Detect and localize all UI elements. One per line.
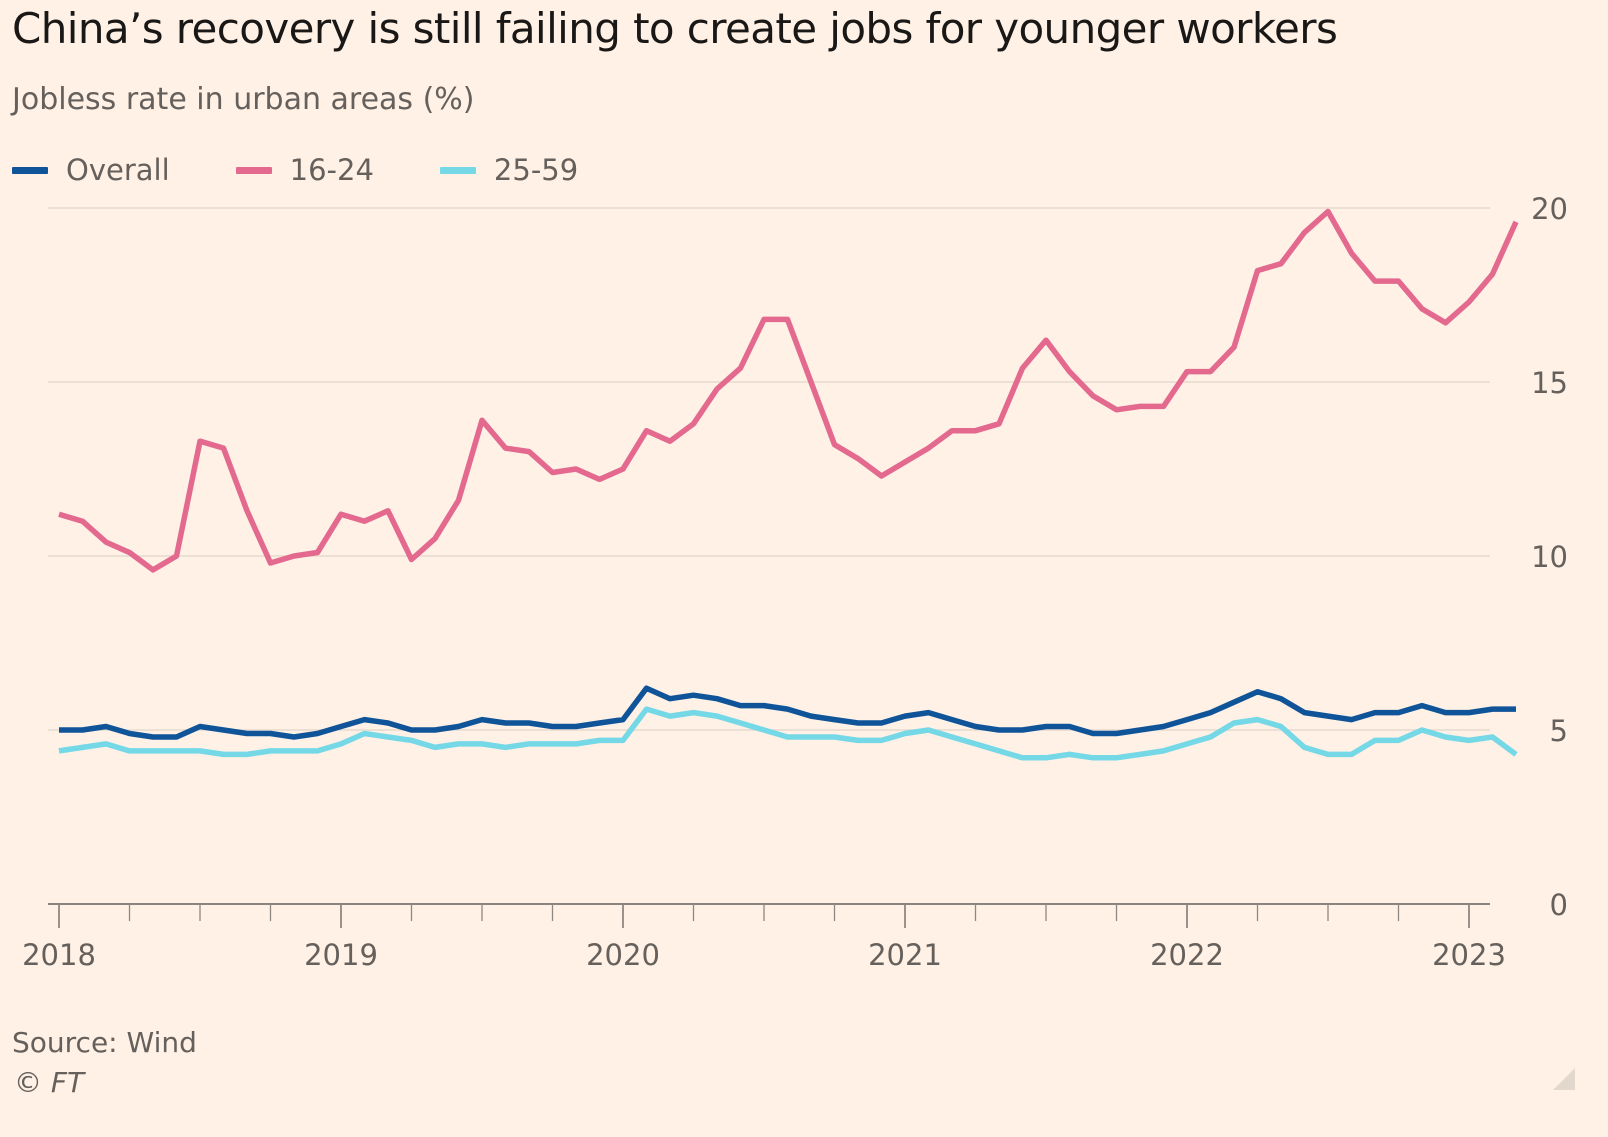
legend-item-16-24: 16-24 [235,153,374,187]
x-tick-label-2022: 2022 [1150,938,1224,972]
series-lines [58,208,1519,761]
x-tick-label-2023: 2023 [1432,938,1506,972]
x-tick-label-2020: 2020 [586,938,660,972]
resize-handle-icon[interactable] [1553,1068,1575,1090]
x-axis: 2018 2019 2020 2021 2022 2023 [22,903,1506,972]
legend-swatch-16-24 [235,166,272,174]
legend-swatch-overall [12,166,48,174]
legend-label-25-59: 25-59 [493,153,579,187]
gridlines [48,207,1490,731]
line-chart: 0 5 10 15 20 2018 2019 2020 2021 2022 2023 [22,192,1568,972]
x-tick-label-2019: 2019 [304,938,378,972]
series-line-overall [59,685,1516,740]
y-tick-label-0: 0 [1550,888,1568,922]
legend-item-25-59: 25-59 [439,153,579,187]
chart-subtitle: Jobless rate in urban areas (%) [12,82,475,117]
chart-legend: Overall 16-24 25-59 [12,150,644,190]
series-line-16-24 [58,208,1519,573]
source-note: Source: Wind [12,1026,197,1059]
y-tick-label-15: 15 [1531,366,1568,400]
x-tick-label-2018: 2018 [22,938,96,972]
chart-title: China’s recovery is still failing to cre… [12,4,1338,53]
copyright-note: © FT [14,1066,85,1099]
legend-item-overall: Overall [12,153,170,187]
legend-label-16-24: 16-24 [289,153,374,187]
y-tick-label-5: 5 [1550,714,1568,748]
y-tick-label-20: 20 [1531,192,1568,226]
x-tick-label-2021: 2021 [868,938,942,972]
legend-label-overall: Overall [66,153,170,187]
y-axis-labels: 0 5 10 15 20 [1531,192,1568,922]
legend-swatch-25-59 [439,166,476,174]
y-tick-label-10: 10 [1531,540,1568,574]
series-line-25-59 [58,706,1518,761]
